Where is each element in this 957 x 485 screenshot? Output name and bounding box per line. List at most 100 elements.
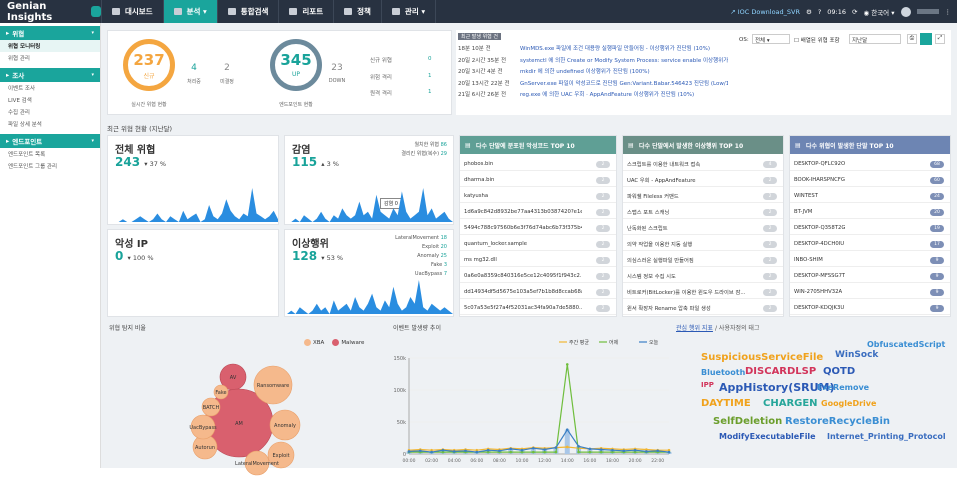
sidebar-item-event-investigation[interactable]: 이벤트 조사: [8, 86, 36, 92]
language-select[interactable]: ◉ 한국어 ▾: [863, 8, 895, 17]
series-point[interactable]: [645, 448, 648, 451]
list-item[interactable]: 5494c788c97560b6e3f76d74abc6b73f375b4...…: [460, 222, 616, 235]
fullscreen-icon[interactable]: ⤢: [935, 34, 945, 44]
tag-tab-custom[interactable]: / 사용자정의 태그: [715, 325, 760, 332]
list-item[interactable]: phobos.bin 2: [460, 158, 616, 171]
sidebar-item-live-search[interactable]: LIVE 검색: [8, 98, 32, 104]
tag-word[interactable]: DISCARDLSP: [745, 366, 817, 377]
recent-threat-row[interactable]: 18분 10분 전 WinMDS.exe 파일에 조건 대용량 실행파일 만들어짐…: [458, 44, 728, 52]
series-point[interactable]: [419, 449, 422, 453]
user-avatar[interactable]: [900, 6, 911, 17]
nav-admin[interactable]: 관리 ▾: [380, 0, 437, 23]
series-point[interactable]: [599, 450, 603, 454]
series-point[interactable]: [622, 449, 626, 453]
recent-threat-row[interactable]: 20일 13시간 22분 전 GnServer.exe 파일이 악성코드로 진단됨…: [458, 79, 728, 87]
more-icon[interactable]: ⋮: [944, 7, 952, 16]
series-line-2[interactable]: [408, 428, 670, 453]
undecided-count[interactable]: 2: [224, 63, 230, 73]
os-filter-select[interactable]: 전체 ▾: [752, 34, 790, 44]
recent-threat-row[interactable]: 21일 6시간 26분 전 reg.exe 에 의한 UAC 우회 · AppAn…: [458, 90, 728, 98]
settings-icon[interactable]: ⚙: [806, 7, 812, 16]
tag-word[interactable]: SuspiciousServiceFile: [701, 352, 824, 363]
list-item[interactable]: BT-JVM 20: [790, 206, 950, 219]
bubble-anomaly[interactable]: [269, 409, 301, 441]
layout-toggle-icon[interactable]: [920, 33, 932, 45]
tag-word[interactable]: GoogleDrive: [821, 399, 877, 408]
series-point[interactable]: [588, 450, 592, 454]
tag-word[interactable]: SelfDeletion: [713, 416, 783, 427]
series-point[interactable]: [633, 448, 637, 452]
series-point[interactable]: [577, 450, 580, 454]
user-menu[interactable]: [916, 9, 939, 14]
tag-tab-active[interactable]: 관심 행위 지표: [676, 325, 713, 332]
series-point[interactable]: [656, 449, 659, 453]
series-point[interactable]: [475, 448, 479, 452]
bubble-uacbypass[interactable]: [190, 414, 216, 440]
series-point[interactable]: [464, 449, 467, 453]
list-item[interactable]: INBO-SHIM 9: [790, 254, 950, 267]
tag-word[interactable]: ObfuscatedScript: [867, 340, 946, 349]
tag-word[interactable]: IPP: [701, 381, 714, 389]
series-point[interactable]: [554, 446, 558, 449]
app-logo[interactable]: Genian Insights: [0, 0, 101, 23]
list-item[interactable]: dd14934df5d5675e103a5ef7b1b8d8ccab68a0..…: [460, 286, 616, 299]
series-point[interactable]: [441, 450, 445, 454]
series-point[interactable]: [430, 448, 433, 452]
list-item[interactable]: DESKTOP-KDQJK3U 9: [790, 302, 950, 315]
list-item[interactable]: 난독화된 스크립트 2: [623, 222, 783, 235]
legend-item[interactable]: Malware: [332, 339, 364, 346]
nav-dashboard[interactable]: 대시보드: [101, 0, 163, 23]
tag-word[interactable]: CHARGEN: [763, 398, 818, 409]
nav-analysis[interactable]: 분석 ▾: [162, 0, 217, 23]
series-point[interactable]: [588, 447, 592, 451]
list-item[interactable]: BOOK-IHARSPNCFG 60: [790, 174, 950, 187]
series-point[interactable]: [667, 450, 671, 454]
recent-threat-row[interactable]: 20일 2시간 35분 전 systemctl 에 의한 Create or Mo…: [458, 56, 728, 64]
list-item[interactable]: 의약 작업을 이용한 지동 실행 2: [623, 238, 783, 251]
sidebar-item-threat-management[interactable]: 위협 관리: [8, 56, 30, 62]
list-item[interactable]: 스맵스 포트 스캐닝 2: [623, 206, 783, 219]
series-point[interactable]: [645, 450, 648, 453]
series-point[interactable]: [543, 450, 546, 454]
endpoint-down-count[interactable]: 23: [331, 63, 343, 73]
series-point[interactable]: [633, 450, 637, 454]
sidebar-item-endpoint-list[interactable]: 엔드포인트 목록: [8, 152, 46, 158]
tag-word[interactable]: Bluetooth: [701, 368, 746, 377]
list-item[interactable]: WIN-2705HHV32A 9: [790, 286, 950, 299]
sidebar-item-file-analysis[interactable]: 파일 상세 분석: [8, 122, 42, 128]
stat-card[interactable]: 악성 IP 0 ▾ 100 %: [107, 229, 279, 317]
series-line-0[interactable]: [408, 446, 669, 451]
refresh-icon[interactable]: ⟳: [852, 7, 858, 16]
today-bar[interactable]: [564, 429, 570, 454]
series-point[interactable]: [667, 448, 671, 452]
sidebar-section-endpoint[interactable]: ▸ 엔드포인트 ▾: [0, 134, 100, 148]
series-line-1[interactable]: [409, 364, 669, 453]
list-item[interactable]: DESKTOP-Q358T2G 19: [790, 222, 950, 235]
list-item[interactable]: quantum_locker.sample 2: [460, 238, 616, 251]
series-point[interactable]: [554, 450, 558, 454]
sidebar-section-threat[interactable]: ▸ 위협 ▾: [0, 26, 100, 40]
list-item[interactable]: WINTEST 24: [790, 190, 950, 203]
tag-word[interactable]: RestoreRecycleBin: [785, 416, 891, 427]
series-point[interactable]: [611, 450, 614, 454]
series-point[interactable]: [532, 446, 535, 450]
list-item[interactable]: 파워쉘 Fileless 커맨드 2: [623, 190, 783, 203]
list-item[interactable]: 1d6a9c842d8932be77aa4313b0387420?e1e1c..…: [460, 206, 616, 219]
sidebar-item-collection[interactable]: 수집 관리: [8, 110, 30, 116]
tag-word[interactable]: AppHistory(SRUM): [719, 381, 835, 394]
print-icon[interactable]: ⎙: [907, 34, 917, 44]
series-point[interactable]: [565, 445, 569, 449]
bubble-ransomware[interactable]: [253, 365, 293, 405]
tag-word[interactable]: ExeRemove: [817, 383, 870, 392]
threat-ring[interactable]: [123, 39, 175, 91]
series-point[interactable]: [520, 448, 524, 452]
period-select[interactable]: 지난달: [849, 34, 901, 44]
list-item[interactable]: 0a6e0a8359c840316e5ce12c4095f1f943c2... 2: [460, 270, 616, 283]
legend-item[interactable]: XBA: [304, 339, 324, 346]
list-item[interactable]: 시스템 정보 수집 시도 2: [623, 270, 783, 283]
series-point[interactable]: [486, 450, 490, 454]
list-item[interactable]: 스크립트를 이용한 내트워크 접속 4: [623, 158, 783, 171]
stat-card[interactable]: 이상행위 128 ▾ 53 % LateralMovement 18 Exploit …: [284, 229, 454, 317]
series-point[interactable]: [532, 450, 535, 454]
series-point[interactable]: [509, 447, 513, 451]
